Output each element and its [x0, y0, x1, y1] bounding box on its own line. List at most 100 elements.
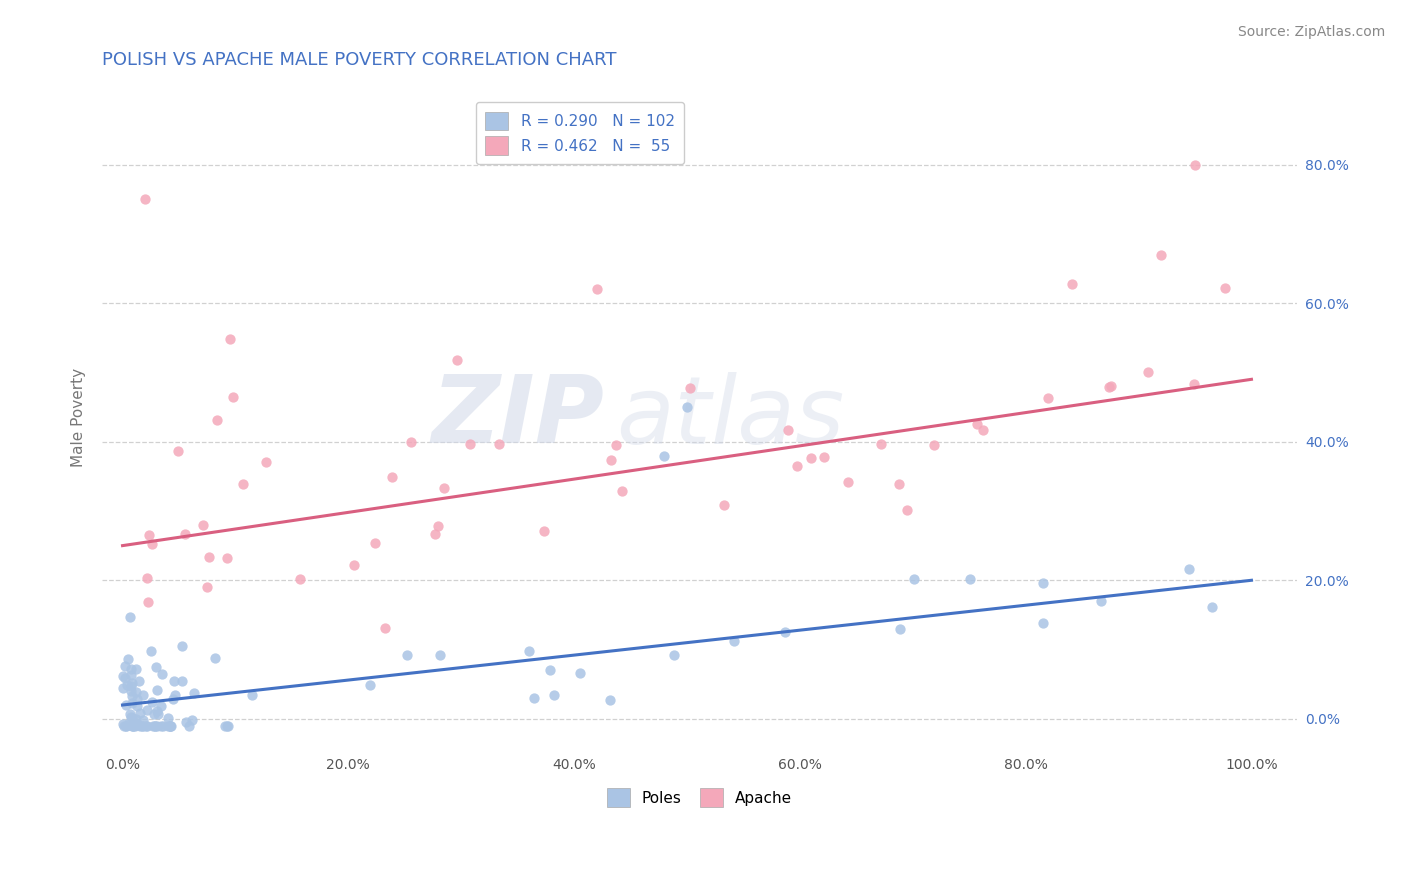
Point [426, 519, 449, 533]
Point [219, 332, 242, 346]
Point [569, 665, 592, 680]
Point [543, 688, 565, 702]
Point [723, 634, 745, 648]
Point [120, 706, 142, 721]
Point [446, 353, 468, 368]
Point [713, 498, 735, 512]
Point [599, 693, 621, 707]
Point [138, 528, 160, 542]
Point [217, 719, 239, 733]
Point [125, 685, 148, 699]
Text: ZIP: ZIP [432, 371, 603, 464]
Point [896, 503, 918, 517]
Point [115, 719, 138, 733]
Point [127, 718, 149, 732]
Point [111, 669, 134, 683]
Point [381, 470, 404, 484]
Point [142, 719, 165, 733]
Point [145, 660, 167, 674]
Point [215, 550, 238, 565]
Point [585, 282, 607, 296]
Point [1090, 593, 1112, 607]
Point [156, 711, 179, 725]
Point [778, 423, 800, 437]
Point [114, 671, 136, 685]
Point [1213, 281, 1236, 295]
Point [172, 673, 194, 688]
Point [150, 719, 173, 733]
Point [1060, 277, 1083, 291]
Text: atlas: atlas [616, 372, 844, 463]
Point [374, 621, 396, 635]
Point [141, 695, 163, 709]
Point [1038, 391, 1060, 405]
Point [131, 688, 153, 702]
Point [207, 413, 229, 427]
Point [135, 703, 157, 717]
Point [143, 719, 166, 733]
Point [1201, 600, 1223, 615]
Point [966, 417, 988, 432]
Point [114, 658, 136, 673]
Point [180, 714, 202, 728]
Point [813, 450, 835, 465]
Point [222, 390, 245, 404]
Point [1178, 562, 1201, 576]
Point [488, 437, 510, 451]
Point [662, 648, 685, 662]
Point [1150, 247, 1173, 261]
Point [173, 527, 195, 541]
Point [121, 696, 143, 710]
Point [1099, 379, 1122, 393]
Point [146, 706, 169, 721]
Point [111, 717, 134, 731]
Point [141, 537, 163, 551]
Point [145, 718, 167, 732]
Point [1182, 376, 1205, 391]
Point [149, 699, 172, 714]
Point [146, 682, 169, 697]
Point [139, 644, 162, 658]
Point [600, 453, 623, 467]
Point [170, 640, 193, 654]
Point [162, 673, 184, 688]
Point [232, 476, 254, 491]
Point [215, 719, 238, 733]
Point [125, 691, 148, 706]
Point [1032, 615, 1054, 630]
Point [254, 455, 277, 469]
Point [167, 443, 190, 458]
Point [922, 438, 945, 452]
Point [198, 549, 221, 564]
Point [115, 719, 138, 733]
Point [132, 719, 155, 733]
Point [399, 435, 422, 450]
Point [121, 719, 143, 733]
Point [786, 459, 808, 474]
Point [124, 719, 146, 733]
Point [120, 610, 142, 624]
Point [612, 483, 634, 498]
Point [135, 719, 157, 733]
Point [654, 449, 676, 463]
Point [290, 572, 312, 586]
Point [128, 673, 150, 688]
Point [120, 662, 142, 676]
Point [240, 688, 263, 702]
Point [127, 699, 149, 714]
Point [143, 719, 166, 733]
Point [135, 719, 157, 733]
Point [146, 704, 169, 718]
Point [150, 667, 173, 681]
Point [136, 571, 159, 585]
Point [120, 668, 142, 682]
Point [129, 706, 152, 720]
Point [959, 572, 981, 586]
Point [112, 719, 135, 733]
Point [605, 438, 627, 452]
Point [159, 719, 181, 733]
Point [122, 714, 145, 729]
Point [837, 475, 859, 489]
Point [125, 712, 148, 726]
Point [204, 651, 226, 665]
